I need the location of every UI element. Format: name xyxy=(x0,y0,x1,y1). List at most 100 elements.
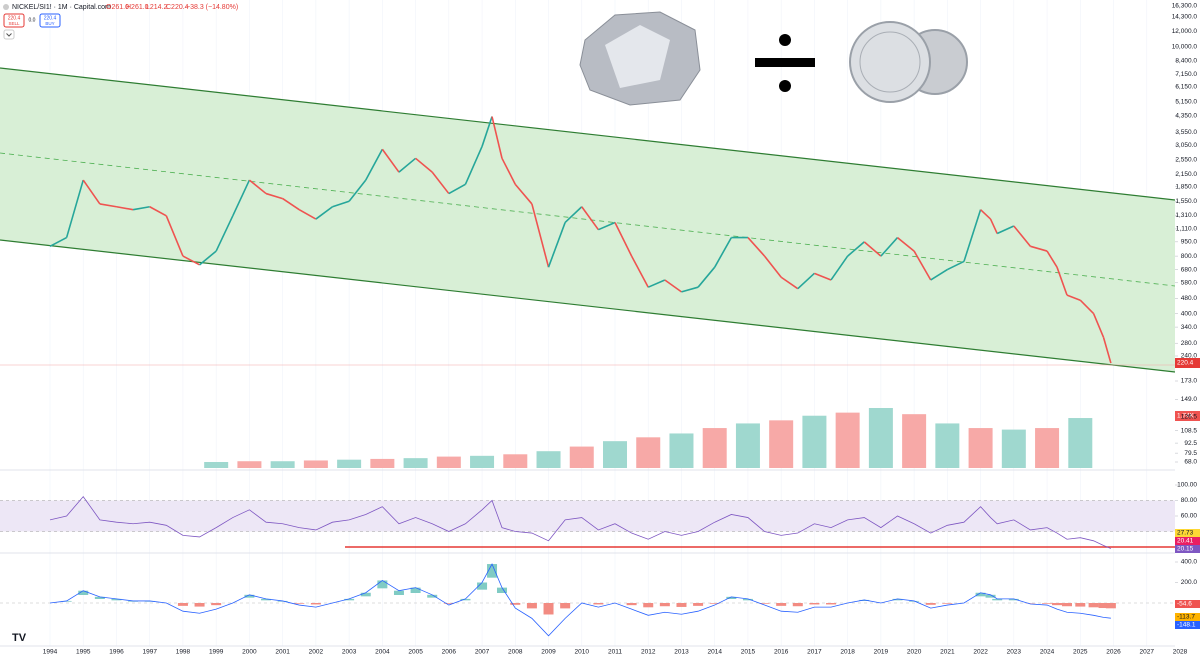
buy-label[interactable]: BUY xyxy=(45,21,54,26)
buy-button[interactable] xyxy=(39,13,61,28)
ohlc: H261.0 xyxy=(126,4,149,11)
price-segment xyxy=(913,250,932,281)
symbol: NICKEL/SI1! · 1M · Capital.com xyxy=(12,4,111,11)
rsi-tag-text: 20.41 xyxy=(1177,538,1194,545)
macd-histogram xyxy=(344,598,355,601)
macd-tag xyxy=(1175,621,1200,629)
price-segment xyxy=(980,209,992,220)
y-tick-label: 6,150.0 xyxy=(1175,84,1197,91)
x-tick-label: 2024 xyxy=(1040,649,1055,656)
symbol-icon xyxy=(3,4,9,10)
price-segment xyxy=(365,148,384,181)
price-segment xyxy=(647,279,666,288)
price-segment xyxy=(989,218,998,234)
y-tick-label: 340.0 xyxy=(1181,324,1198,331)
y-tick-label: 14,300.0 xyxy=(1172,14,1198,21)
price-segment xyxy=(1046,250,1058,268)
price-segment xyxy=(501,157,517,185)
y-tick-label: 92.5 xyxy=(1184,440,1197,447)
macd-histogram xyxy=(310,603,321,605)
price-segment xyxy=(896,236,915,252)
macd-histogram xyxy=(560,603,571,609)
y-tick-label: 126.5 xyxy=(1181,414,1198,421)
buy-price[interactable]: 220.4 xyxy=(44,15,57,21)
macd-histogram xyxy=(1088,603,1099,608)
macd-histogram xyxy=(776,603,787,606)
sell-price[interactable]: 220.4 xyxy=(8,15,21,21)
macd-tag xyxy=(1175,613,1200,621)
price-segment xyxy=(1092,313,1105,338)
macd-histogram xyxy=(244,594,255,598)
macd-histogram xyxy=(1075,603,1086,607)
macd-histogram xyxy=(1052,603,1063,606)
x-tick-label: 2012 xyxy=(641,649,656,656)
price-segment xyxy=(348,179,367,202)
y-tick-label: 400.0 xyxy=(1181,310,1198,317)
volume-bar xyxy=(702,428,727,468)
sell-label[interactable]: SELL xyxy=(8,21,20,26)
macd-tag-text: -113.7 xyxy=(1177,614,1195,621)
sell-button[interactable] xyxy=(3,13,25,28)
macd-histogram xyxy=(497,587,507,594)
macd-histogram xyxy=(427,594,438,598)
macd-histogram xyxy=(985,594,996,598)
y-tick-label: 800.0 xyxy=(1181,253,1198,260)
price-segment xyxy=(49,236,67,248)
price-segment xyxy=(82,179,101,205)
price-segment xyxy=(880,237,899,257)
y-tick-label: 480.0 xyxy=(1181,295,1198,302)
y-tick-label: 100.00 xyxy=(1177,482,1197,489)
price-segment xyxy=(797,272,815,290)
y-tick-label: 3,550.0 xyxy=(1175,129,1197,136)
y-tick-label: 79.5 xyxy=(1184,450,1197,457)
price-segment xyxy=(830,255,849,281)
price-segment xyxy=(282,197,300,211)
price-segment xyxy=(332,200,350,208)
volume-bar xyxy=(868,408,893,468)
macd-histogram xyxy=(676,603,687,607)
price-segment xyxy=(248,179,267,195)
x-tick-label: 2013 xyxy=(674,649,689,656)
price-tag xyxy=(1175,358,1200,368)
macd-histogram xyxy=(726,596,737,600)
volume-bar xyxy=(436,456,461,468)
price-segment xyxy=(581,206,600,231)
x-tick-label: 2000 xyxy=(242,649,257,656)
macd-histogram xyxy=(443,603,454,604)
price-segment xyxy=(149,206,167,217)
price-segment xyxy=(1013,225,1032,247)
price-segment xyxy=(697,266,716,288)
price-segment xyxy=(415,157,433,173)
y-tick-label: 8,400.0 xyxy=(1175,58,1197,65)
x-tick-label: 1999 xyxy=(209,649,224,656)
macd-tag-text: -148.1 xyxy=(1177,622,1196,629)
x-tick-label: 2003 xyxy=(342,649,357,656)
x-tick-label: 2023 xyxy=(1007,649,1022,656)
price-segment xyxy=(481,116,493,147)
x-tick-label: 2017 xyxy=(807,649,822,656)
rsi-tag xyxy=(1175,529,1200,537)
macd-histogram xyxy=(477,582,488,590)
price-segment xyxy=(747,237,766,257)
volume-bar xyxy=(370,458,395,468)
macd-histogram xyxy=(643,603,654,608)
ohlc: L214.2 xyxy=(146,4,168,11)
macd-histogram xyxy=(1098,603,1109,609)
x-tick-label: 2006 xyxy=(442,649,457,656)
volume-bar xyxy=(603,441,627,468)
volume-bar xyxy=(735,423,760,468)
y-tick-label: 240.0 xyxy=(1181,353,1198,360)
collapse-button[interactable] xyxy=(3,29,15,40)
divide-dot xyxy=(779,80,791,92)
price-segment xyxy=(1102,337,1112,364)
volume-bar xyxy=(1035,428,1060,468)
macd-histogram xyxy=(659,603,670,607)
macd-histogram xyxy=(742,598,753,601)
price-segment xyxy=(298,208,317,220)
y-tick-label: 7,150.0 xyxy=(1175,71,1197,78)
y-tick-label: 60.00 xyxy=(1181,513,1198,520)
macd-histogram xyxy=(809,603,820,605)
rsi-tag xyxy=(1175,545,1200,553)
y-tick-label: 2,150.0 xyxy=(1175,171,1197,178)
